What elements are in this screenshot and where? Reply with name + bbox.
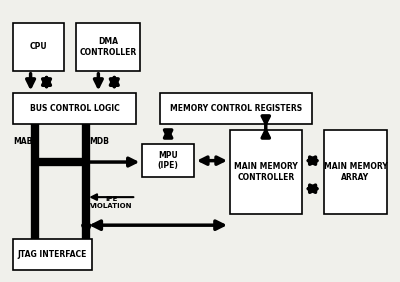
Text: JTAG INTERFACE: JTAG INTERFACE	[18, 250, 87, 259]
Text: MEMORY CONTROL REGISTERS: MEMORY CONTROL REGISTERS	[170, 104, 302, 113]
Text: BUS CONTROL LOGIC: BUS CONTROL LOGIC	[30, 104, 119, 113]
Text: MAIN MEMORY
ARRAY: MAIN MEMORY ARRAY	[324, 162, 387, 182]
Text: MDB: MDB	[90, 136, 110, 146]
Text: MAB: MAB	[13, 136, 32, 146]
Text: CPU: CPU	[30, 43, 47, 52]
Text: MAIN MEMORY
CONTROLLER: MAIN MEMORY CONTROLLER	[234, 162, 298, 182]
FancyBboxPatch shape	[230, 130, 302, 214]
Text: MPU
(IPE): MPU (IPE)	[158, 151, 178, 170]
FancyBboxPatch shape	[142, 144, 194, 177]
FancyBboxPatch shape	[160, 93, 312, 124]
Text: DMA
CONTROLLER: DMA CONTROLLER	[80, 37, 137, 57]
FancyBboxPatch shape	[13, 23, 64, 71]
FancyBboxPatch shape	[76, 23, 140, 71]
FancyBboxPatch shape	[13, 239, 92, 270]
FancyBboxPatch shape	[13, 93, 136, 124]
FancyBboxPatch shape	[324, 130, 387, 214]
Text: IPE
VIOLATION: IPE VIOLATION	[90, 196, 133, 209]
